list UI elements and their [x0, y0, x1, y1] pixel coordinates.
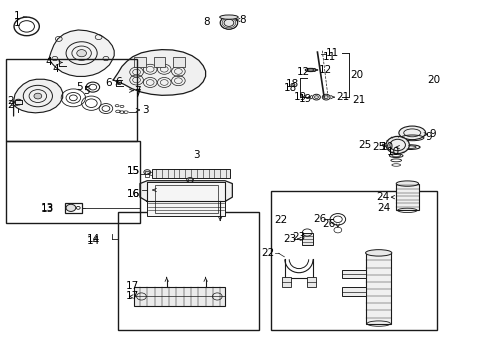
Circle shape	[324, 96, 327, 99]
Bar	[64, 203, 81, 213]
Text: 24: 24	[375, 192, 388, 202]
Text: 13: 13	[41, 204, 54, 214]
Circle shape	[220, 17, 237, 29]
Circle shape	[34, 93, 41, 99]
Text: 16: 16	[126, 189, 140, 199]
Text: 22: 22	[261, 248, 274, 258]
Text: 25: 25	[358, 140, 371, 150]
Text: 11: 11	[323, 52, 336, 62]
Text: 10: 10	[386, 147, 399, 157]
Circle shape	[186, 177, 193, 183]
Circle shape	[15, 99, 22, 105]
Text: 26: 26	[322, 219, 335, 229]
Ellipse shape	[395, 181, 418, 186]
Text: 16: 16	[126, 189, 140, 199]
Text: 10: 10	[380, 142, 393, 152]
Text: 15: 15	[126, 166, 140, 176]
Circle shape	[314, 96, 318, 99]
Text: 24: 24	[376, 203, 389, 213]
Text: 21: 21	[352, 95, 365, 105]
Bar	[341, 270, 366, 278]
Bar	[366, 253, 390, 324]
Bar	[152, 169, 229, 178]
Text: 21: 21	[335, 92, 348, 102]
Bar	[15, 100, 22, 104]
Text: 3: 3	[193, 150, 200, 160]
Text: 19: 19	[293, 92, 306, 102]
Text: 15: 15	[126, 166, 140, 176]
Text: 8: 8	[203, 17, 209, 27]
Ellipse shape	[398, 126, 425, 140]
Bar	[282, 277, 290, 287]
Text: 23: 23	[282, 234, 295, 244]
Polygon shape	[14, 79, 62, 116]
Circle shape	[66, 204, 76, 211]
Text: 14: 14	[86, 234, 100, 244]
Text: 19: 19	[298, 94, 311, 104]
Polygon shape	[113, 50, 205, 95]
Bar	[306, 277, 315, 287]
Polygon shape	[140, 181, 232, 202]
Text: 2: 2	[7, 96, 14, 107]
Bar	[173, 57, 184, 67]
Text: 12: 12	[296, 67, 309, 77]
Bar	[6, 59, 136, 141]
Bar	[147, 182, 224, 216]
Text: 22: 22	[274, 215, 287, 225]
Text: 5: 5	[83, 86, 89, 96]
Text: 23: 23	[291, 232, 305, 242]
Polygon shape	[49, 30, 114, 76]
Text: 12: 12	[318, 65, 331, 75]
Bar	[133, 287, 224, 306]
Text: 8: 8	[239, 15, 246, 25]
Bar	[182, 187, 187, 194]
Text: 9: 9	[428, 129, 435, 139]
Text: 26: 26	[312, 214, 325, 224]
Text: 1: 1	[14, 11, 20, 21]
Text: 7: 7	[133, 86, 140, 96]
Text: 7: 7	[133, 89, 140, 99]
Text: 4: 4	[52, 64, 59, 74]
Text: 11: 11	[325, 48, 339, 58]
Bar	[395, 184, 418, 210]
Text: 17: 17	[125, 282, 138, 292]
Text: 20: 20	[427, 75, 440, 85]
Text: 17: 17	[125, 292, 138, 301]
Text: 9: 9	[425, 132, 431, 142]
Text: 6: 6	[115, 77, 122, 87]
Text: 4: 4	[46, 58, 52, 67]
Text: 6: 6	[105, 78, 112, 88]
Circle shape	[385, 136, 408, 154]
Bar	[6, 141, 140, 223]
Bar	[153, 57, 165, 67]
Ellipse shape	[219, 15, 238, 19]
Text: 5: 5	[76, 82, 83, 92]
Bar	[341, 287, 366, 296]
Text: 18: 18	[283, 83, 296, 93]
Bar	[301, 233, 312, 245]
Text: 2: 2	[7, 100, 14, 110]
Text: 13: 13	[41, 203, 54, 213]
Text: 1: 1	[14, 18, 20, 28]
Bar	[271, 191, 436, 330]
Bar	[134, 57, 145, 67]
Text: 18: 18	[285, 78, 298, 89]
Bar	[188, 178, 192, 184]
Bar	[154, 185, 217, 213]
Text: 3: 3	[142, 105, 149, 115]
Text: 14: 14	[86, 236, 100, 246]
Bar	[118, 212, 259, 330]
Text: 20: 20	[350, 70, 363, 80]
Ellipse shape	[365, 249, 391, 256]
Circle shape	[143, 170, 150, 175]
Text: 25: 25	[371, 142, 385, 152]
Circle shape	[77, 50, 86, 57]
Bar	[145, 171, 149, 177]
